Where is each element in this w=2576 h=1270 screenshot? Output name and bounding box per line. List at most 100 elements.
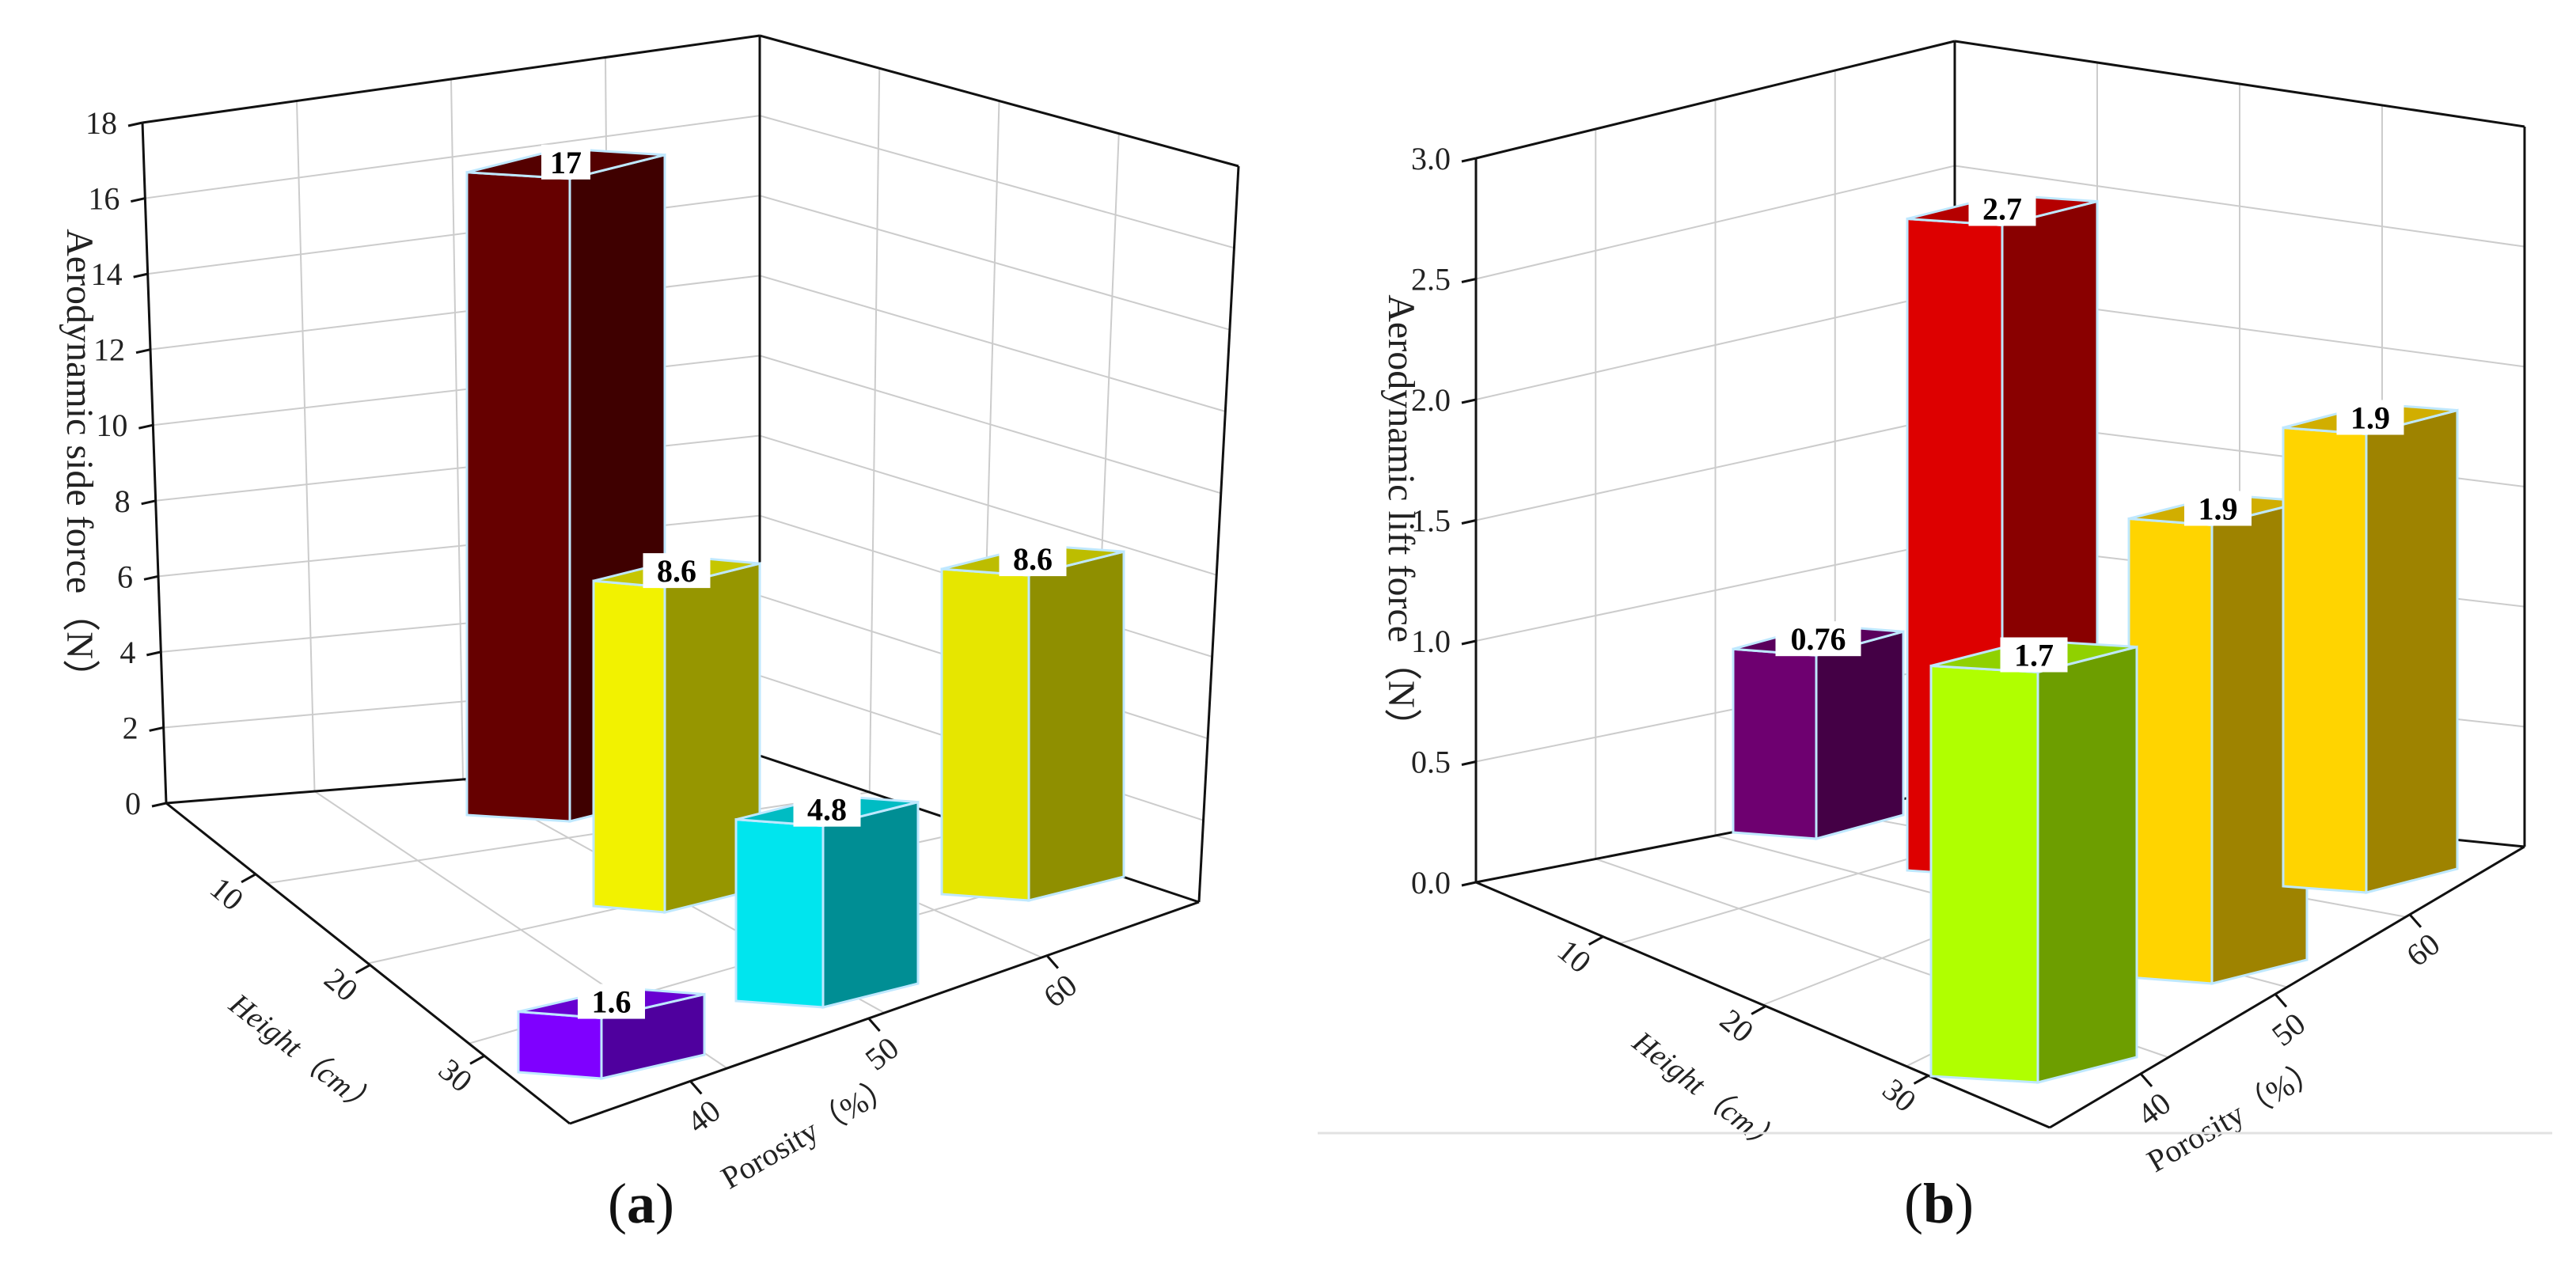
z-tick-label: 18: [85, 105, 117, 141]
z-tick-label: 1.5: [1411, 503, 1451, 539]
z-tick-mark: [1461, 398, 1477, 404]
z-tick-label: 10: [96, 408, 127, 443]
z-tick-mark: [1461, 519, 1477, 525]
height-tick-mark: [1588, 935, 1604, 946]
left-wall-vgrid: [450, 78, 464, 780]
z-tick-label: 0: [125, 786, 141, 821]
bar-value-label-bg: [1775, 621, 1861, 657]
z-tick-mark: [151, 802, 167, 808]
z-tick-label: 0.5: [1411, 745, 1451, 780]
z-tick-label: 8: [115, 483, 131, 519]
bar-front-face: [517, 1010, 603, 1080]
bars: 0.76 2.7 1.9 1.9 1.7: [1732, 191, 2459, 1084]
bar-side-face: [821, 800, 920, 1009]
bar-front-face: [734, 818, 825, 1009]
porosity-tick-mark: [867, 1018, 881, 1032]
bar-value-label: 4.8: [807, 792, 847, 828]
z-tick-mark: [1461, 639, 1477, 646]
z-tick-label: 4: [120, 635, 135, 670]
bar-front-face: [1732, 647, 1818, 840]
porosity-axis-line: [2049, 845, 2525, 1129]
z-tick-mark: [1461, 278, 1477, 283]
right-wall-edge: [1197, 165, 1240, 903]
bar-value-label: 17: [550, 145, 582, 180]
height-tick-mark: [469, 1054, 485, 1065]
bar-value-label: 0.76: [1791, 621, 1846, 657]
porosity-tick-label: 40: [2130, 1085, 2177, 1132]
z-tick-mark: [1461, 881, 1477, 887]
z-tick-mark: [138, 423, 154, 430]
z-tick-label: 16: [88, 181, 120, 217]
right-wall-top-edge: [1954, 40, 2525, 128]
porosity-tick-label: 40: [680, 1093, 727, 1140]
height-tick-label: 30: [432, 1052, 480, 1099]
porosity-tick-mark: [1045, 954, 1060, 969]
height-tick-label: 10: [203, 870, 251, 917]
bar-value-label: 1.6: [592, 984, 632, 1020]
z-tick-mark: [131, 197, 146, 203]
porosity-tick-label: 50: [2265, 1006, 2312, 1053]
z-tick-label: 12: [93, 332, 125, 368]
bar-side-face: [1815, 630, 1905, 840]
z-tick-label: 2.0: [1411, 382, 1451, 418]
bar-front-face: [1929, 664, 2039, 1084]
z-tick-mark: [127, 121, 143, 127]
height-axis-title: Height（cm）: [222, 987, 383, 1122]
bar-front-face: [940, 567, 1030, 902]
right-wall-vgrid: [868, 68, 881, 793]
height-tick-mark: [1913, 1075, 1929, 1085]
height-tick-mark: [241, 873, 256, 884]
porosity-tick-mark: [2139, 1072, 2153, 1087]
z-tick-mark: [143, 574, 159, 581]
bar-value-label: 1.7: [2014, 638, 2054, 673]
caption-b: (b): [1903, 1172, 1974, 1235]
bar-side-face: [2365, 408, 2459, 894]
z-tick-mark: [135, 348, 151, 354]
z-tick-mark: [1461, 157, 1477, 163]
bar-front-face: [2127, 517, 2214, 985]
bars: 17 8.6 8.6 4.8 1.6: [465, 144, 1125, 1080]
z-tick-label: 0.0: [1411, 865, 1451, 900]
bar-value-label-bg: [1968, 191, 2036, 226]
porosity-axis-line: [569, 900, 1200, 1125]
caption-a: (a): [608, 1172, 674, 1235]
left-wall-top-edge: [1475, 40, 1956, 160]
bar-value-label-bg: [999, 541, 1067, 577]
z-tick-label: 6: [117, 559, 133, 594]
bar-front-face: [2282, 426, 2368, 894]
bar-front-face: [465, 171, 571, 823]
bar-value-label: 8.6: [1013, 541, 1053, 577]
right-wall-top-edge: [759, 34, 1239, 168]
z-axis-title: Aerodynamic lift force（N）: [1380, 294, 1422, 745]
chart-panel-b: 0.0 0.5 1.0 1.5 2.0 2.5 3.0 10 20 30 40 50 60 Aerodyn…: [1380, 40, 2526, 1179]
z-tick-mark: [149, 726, 164, 732]
z-tick-label: 2: [123, 710, 138, 745]
bar-value-label-bg: [2336, 400, 2404, 435]
bar-value-label-bg: [643, 553, 711, 589]
z-axis-title: Aerodynamic side force（N）: [59, 229, 101, 697]
height-tick-label: 20: [317, 961, 365, 1008]
height-axis-line: [1475, 881, 2051, 1129]
porosity-tick-label: 60: [1037, 967, 1083, 1014]
bar-front-face: [592, 579, 666, 914]
height-tick-label: 10: [1551, 932, 1599, 980]
bar-value-label: 8.6: [657, 553, 696, 589]
height-tick-label: 30: [1876, 1071, 1923, 1119]
z-tick-label: 1.0: [1411, 624, 1451, 659]
porosity-tick-mark: [2274, 993, 2288, 1008]
bar-side-face: [1027, 550, 1125, 902]
z-tick-mark: [1461, 760, 1477, 766]
z-tick-mark: [133, 272, 148, 279]
bar-value-label: 1.9: [2350, 400, 2390, 436]
height-tick-mark: [355, 964, 371, 974]
z-tick-label: 2.5: [1411, 262, 1451, 298]
height-tick-mark: [1751, 1005, 1766, 1015]
height-tick-label: 20: [1713, 1002, 1761, 1049]
bar-value-label: 1.9: [2199, 491, 2238, 527]
bar-value-label-bg: [2000, 637, 2068, 673]
bar-value-label-bg: [2184, 491, 2252, 526]
porosity-tick-label: 60: [2400, 926, 2446, 973]
bar-value-label-bg: [541, 144, 590, 180]
